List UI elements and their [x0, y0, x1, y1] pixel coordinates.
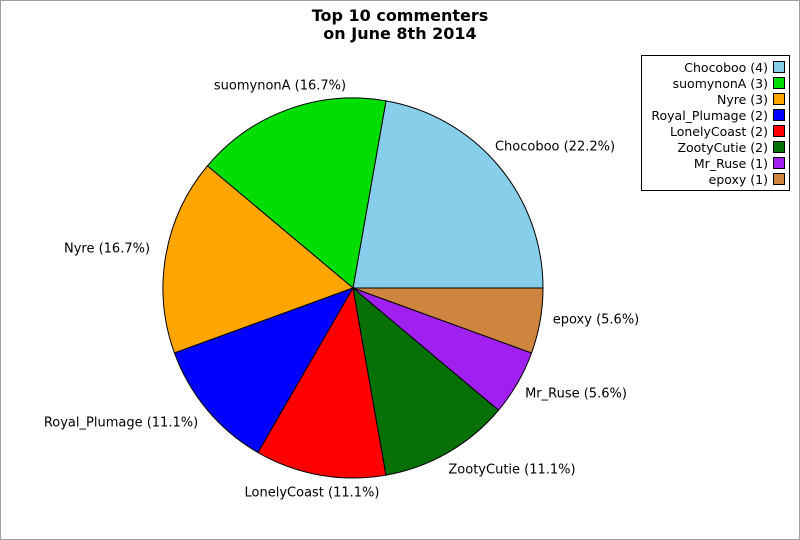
- slice-label-mr_ruse: Mr_Ruse (5.6%): [525, 386, 627, 402]
- legend-label: Mr_Ruse (1): [693, 155, 768, 171]
- legend-label: epoxy (1): [708, 171, 768, 187]
- slice-label-royal_plumage: Royal_Plumage (11.1%): [43, 415, 199, 431]
- pie-slice-epoxy: [352, 287, 544, 354]
- legend-swatch: [773, 141, 785, 153]
- legend-swatch: [773, 173, 785, 185]
- legend-label: Chocoboo (4): [684, 59, 768, 75]
- pie-slice-royal_plumage: [173, 287, 355, 454]
- slice-label-epoxy: epoxy (5.6%): [552, 312, 640, 328]
- legend-swatch: [773, 61, 785, 73]
- legend-label: Royal_Plumage (2): [651, 107, 768, 123]
- legend: Chocoboo (4) suomynonA (3) Nyre (3) Royal_P…: [641, 55, 790, 191]
- legend-label: LonelyCoast (2): [669, 123, 768, 139]
- legend-row: LonelyCoast (2): [645, 123, 785, 139]
- legend-label: ZootyCutie (2): [677, 139, 768, 155]
- legend-row: Chocoboo (4): [645, 59, 785, 75]
- legend-row: Nyre (3): [645, 91, 785, 107]
- slice-label-nyre: Nyre (16.7%): [63, 241, 151, 257]
- pie-slice-zootycutie: [352, 286, 500, 476]
- chart-title-line2: on June 8th 2014: [323, 24, 477, 43]
- legend-swatch: [773, 157, 785, 169]
- pie-slice-chocoboo: [352, 100, 544, 289]
- legend-swatch: [773, 125, 785, 137]
- slice-label-suomynona: suomynonA (16.7%): [213, 78, 347, 94]
- legend-swatch: [773, 93, 785, 105]
- legend-row: suomynonA (3): [645, 75, 785, 91]
- legend-swatch: [773, 77, 785, 89]
- legend-label: suomynonA (3): [672, 75, 768, 91]
- legend-row: epoxy (1): [645, 171, 785, 187]
- chart-title-line1: Top 10 commenters: [311, 6, 489, 25]
- legend-label: Nyre (3): [717, 91, 768, 107]
- legend-row: ZootyCutie (2): [645, 139, 785, 155]
- legend-row: Mr_Ruse (1): [645, 155, 785, 171]
- slice-label-chocoboo: Chocoboo (22.2%): [494, 139, 616, 155]
- slice-label-lonelycoast: LonelyCoast (11.1%): [244, 485, 380, 501]
- slice-label-zootycutie: ZootyCutie (11.1%): [448, 462, 576, 478]
- pie-slice-lonelycoast: [257, 286, 387, 479]
- legend-swatch: [773, 109, 785, 121]
- pie-slice-suomynona: [206, 97, 387, 289]
- pie-slice-nyre: [162, 165, 354, 354]
- legend-row: Royal_Plumage (2): [645, 107, 785, 123]
- chart-title: Top 10 commenters on June 8th 2014: [1, 7, 799, 43]
